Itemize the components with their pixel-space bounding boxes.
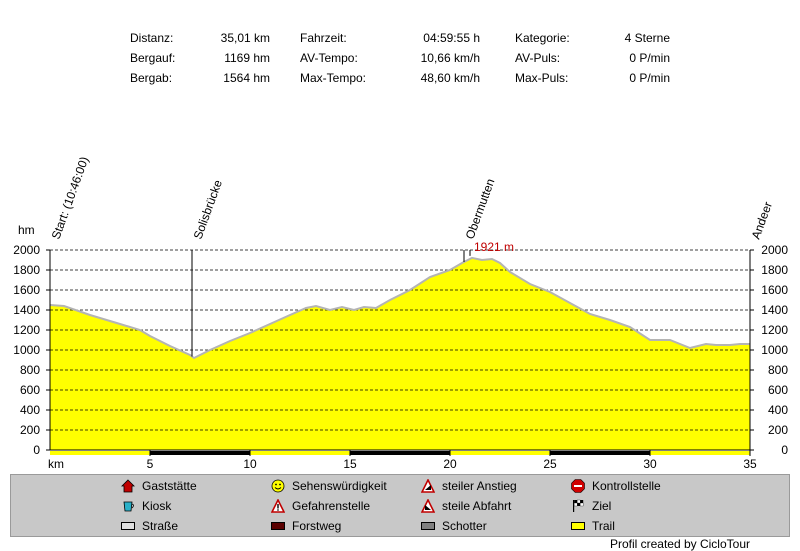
stats-panel: Distanz: 35,01 km Bergauf: 1169 hm Berga… xyxy=(0,0,800,100)
y-tick-label-right: 800 xyxy=(768,363,788,377)
forest-road-swatch-icon xyxy=(270,518,286,534)
max-elevation-label: 1921 m xyxy=(474,240,514,254)
legend-item-strasse: Straße xyxy=(120,518,178,534)
legend-label: Kiosk xyxy=(142,499,172,513)
legend-item-steiler-anstieg: steiler Anstieg xyxy=(420,478,517,494)
bergauf-label: Bergauf: xyxy=(130,51,176,65)
surface-segment xyxy=(150,451,250,455)
finish-flag-icon xyxy=(570,498,586,514)
x-tick-label: 15 xyxy=(343,457,357,470)
legend-label: Ziel xyxy=(592,499,612,513)
kategorie-value: 4 Sterne xyxy=(624,31,670,45)
waypoint-label: Solisbrücke xyxy=(191,178,225,241)
distanz-value: 35,01 km xyxy=(220,31,270,45)
fahrzeit-label: Fahrzeit: xyxy=(300,31,347,45)
legend-label: Trail xyxy=(592,519,615,533)
y-tick-label-right: 0 xyxy=(781,443,788,457)
elevation-chart: 0 0 200 200 400 400 600 600 800 800 1000 1000 1200 12… xyxy=(13,155,788,470)
y-tick-label-right: 600 xyxy=(768,383,788,397)
house-icon xyxy=(120,478,136,494)
waypoint-label: Obermutten xyxy=(463,177,498,241)
y-tick-label-right: 1400 xyxy=(761,303,788,317)
av-tempo-value: 10,66 km/h xyxy=(420,51,480,65)
y-axis-label: hm xyxy=(18,223,35,237)
y-tick-label-right: 200 xyxy=(768,423,788,437)
trail-swatch-icon xyxy=(570,518,586,534)
y-tick-label-left: 800 xyxy=(20,363,40,377)
legend: Gaststätte Kiosk Straße Sehenswürdigkeit… xyxy=(10,474,790,537)
surface-segment xyxy=(350,451,450,455)
y-tick-label-right: 2000 xyxy=(761,243,788,257)
av-puls-label: AV-Puls: xyxy=(515,51,561,65)
y-tick-label-left: 600 xyxy=(20,383,40,397)
legend-item-steile-abfahrt: steile Abfahrt xyxy=(420,498,511,514)
y-tick-label-left: 1000 xyxy=(13,343,40,357)
legend-item-kontrollstelle: Kontrollstelle xyxy=(570,478,661,494)
bergauf-value: 1169 hm xyxy=(224,51,270,65)
warning-icon xyxy=(270,498,286,514)
legend-item-kiosk: Kiosk xyxy=(120,498,171,514)
distanz-label: Distanz: xyxy=(130,31,174,45)
legend-item-forstweg: Forstweg xyxy=(270,518,341,534)
bergab-label: Bergab: xyxy=(130,71,173,85)
kategorie-label: Kategorie: xyxy=(515,31,570,45)
legend-item-schotter: Schotter xyxy=(420,518,487,534)
av-puls-value: 0 P/min xyxy=(629,51,670,65)
y-tick-label-left: 2000 xyxy=(13,243,40,257)
credit-text: Profil created by CicloTour xyxy=(609,537,750,551)
max-tempo-value: 48,60 km/h xyxy=(420,71,480,85)
cup-icon xyxy=(120,498,136,514)
x-tick-label: 20 xyxy=(443,457,457,470)
smiley-icon xyxy=(270,478,286,494)
legend-label: Straße xyxy=(142,519,179,533)
legend-item-ziel: Ziel xyxy=(570,498,611,514)
y-tick-label-right: 1800 xyxy=(761,263,788,277)
legend-label: Schotter xyxy=(442,519,487,533)
max-puls-value: 0 P/min xyxy=(629,71,670,85)
x-tick-label: 30 xyxy=(643,457,657,470)
steep-down-icon xyxy=(420,498,436,514)
av-tempo-label: AV-Tempo: xyxy=(300,51,358,65)
y-tick-label-left: 400 xyxy=(20,403,40,417)
legend-item-gefahrenstelle: Gefahrenstelle xyxy=(270,498,370,514)
y-tick-label-left: 1200 xyxy=(13,323,40,337)
legend-label: Kontrollstelle xyxy=(592,479,661,493)
legend-label: Forstweg xyxy=(292,519,342,533)
x-tick-label: 25 xyxy=(543,457,557,470)
gravel-swatch-icon xyxy=(420,518,436,534)
x-tick-label: 5 xyxy=(147,457,154,470)
y-tick-label-left: 1400 xyxy=(13,303,40,317)
surface-segment xyxy=(550,451,650,455)
max-tempo-label: Max-Tempo: xyxy=(300,71,367,85)
legend-item-trail: Trail xyxy=(570,518,615,534)
y-tick-label-left: 0 xyxy=(33,443,40,457)
legend-label: Gaststätte xyxy=(142,479,197,493)
steep-up-icon xyxy=(420,478,436,494)
y-tick-label-left: 1800 xyxy=(13,263,40,277)
x-axis-label: km xyxy=(48,457,64,470)
legend-label: Sehenswürdigkeit xyxy=(292,479,387,493)
legend-item-sehenswuerdigkeit: Sehenswürdigkeit xyxy=(270,478,387,494)
legend-label: steile Abfahrt xyxy=(442,499,512,513)
waypoint-label: Andeer xyxy=(749,200,775,241)
y-tick-label-right: 1600 xyxy=(761,283,788,297)
y-tick-label-left: 1600 xyxy=(13,283,40,297)
fahrzeit-value: 04:59:55 h xyxy=(423,31,480,45)
max-puls-label: Max-Puls: xyxy=(515,71,569,85)
legend-item-gaststaette: Gaststätte xyxy=(120,478,197,494)
y-tick-label-right: 400 xyxy=(768,403,788,417)
stop-icon xyxy=(570,478,586,494)
elevation-area xyxy=(50,257,750,450)
waypoint-label: Start: (10:46:00) xyxy=(49,155,92,241)
bergab-value: 1564 hm xyxy=(223,71,270,85)
x-tick-label: 10 xyxy=(243,457,257,470)
y-tick-label-left: 200 xyxy=(20,423,40,437)
x-tick-label: 35 xyxy=(743,457,757,470)
road-swatch-icon xyxy=(120,518,136,534)
legend-label: steiler Anstieg xyxy=(442,479,517,493)
legend-label: Gefahrenstelle xyxy=(292,499,371,513)
y-tick-label-right: 1000 xyxy=(761,343,788,357)
y-tick-label-right: 1200 xyxy=(761,323,788,337)
